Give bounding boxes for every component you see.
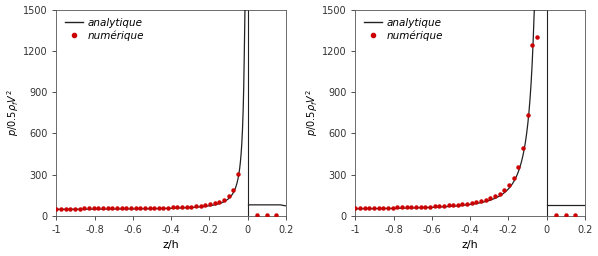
Y-axis label: $p/0.5\rho_f V^2$: $p/0.5\rho_f V^2$ (5, 89, 22, 136)
X-axis label: z/h: z/h (462, 240, 478, 250)
Legend: analytique, numérique: analytique, numérique (62, 15, 147, 44)
Legend: analytique, numérique: analytique, numérique (361, 15, 446, 44)
X-axis label: z/h: z/h (163, 240, 179, 250)
Y-axis label: $p/0.5\rho_f V^2$: $p/0.5\rho_f V^2$ (304, 89, 321, 136)
